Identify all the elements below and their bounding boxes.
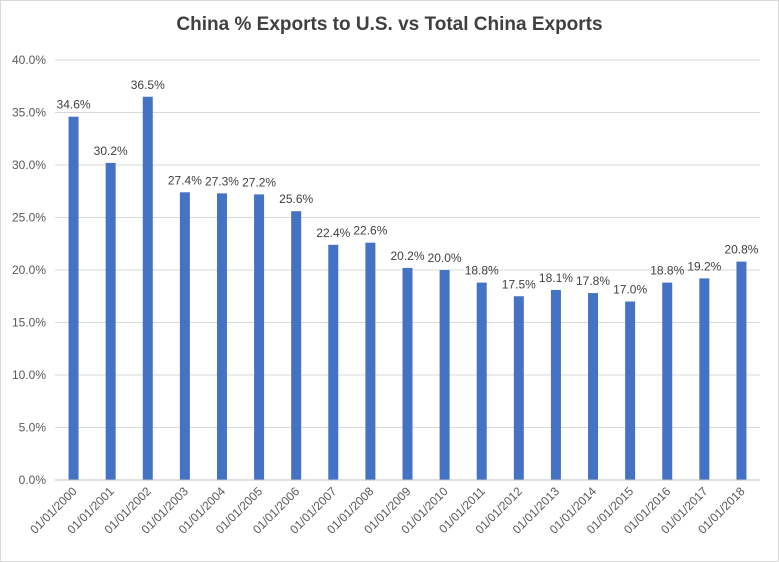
- data-label: 22.4%: [316, 226, 350, 240]
- y-tick-label: 15.0%: [12, 316, 46, 330]
- y-axis-tick-labels: 0.0% 5.0% 10.0% 15.0% 20.0% 25.0% 30.0% 35.0% 40…: [12, 53, 46, 487]
- bar: [105, 162, 116, 480]
- bar: [588, 293, 599, 480]
- data-label: 17.0%: [613, 283, 647, 297]
- bar: [625, 301, 636, 480]
- bar: [662, 282, 673, 480]
- bar: [439, 270, 450, 480]
- bar: [216, 193, 227, 480]
- bars: [68, 96, 747, 481]
- data-label: 27.2%: [242, 175, 276, 189]
- data-label: 20.2%: [390, 249, 424, 263]
- bar: [736, 261, 747, 480]
- data-label: 27.3%: [205, 174, 239, 188]
- bar: [291, 211, 302, 480]
- data-label: 30.2%: [94, 144, 128, 158]
- bar: [550, 289, 561, 480]
- bar: [365, 242, 376, 480]
- bar: [179, 192, 190, 481]
- data-label: 17.5%: [502, 277, 536, 291]
- bar: [402, 267, 413, 480]
- y-tick-label: 30.0%: [12, 158, 46, 172]
- y-tick-label: 20.0%: [12, 263, 46, 277]
- data-label: 27.4%: [168, 173, 202, 187]
- data-label: 34.6%: [57, 98, 91, 112]
- y-tick-label: 35.0%: [12, 106, 46, 120]
- data-label: 36.5%: [131, 78, 165, 92]
- data-label: 18.8%: [465, 264, 499, 278]
- chart-title: China % Exports to U.S. vs Total China E…: [176, 14, 603, 35]
- x-axis-tick-labels: 01/01/200001/01/200101/01/200201/01/2003…: [27, 484, 747, 537]
- data-label: 17.8%: [576, 274, 610, 288]
- y-tick-label: 0.0%: [19, 473, 47, 487]
- data-label: 19.2%: [687, 259, 721, 273]
- bar: [328, 244, 339, 480]
- data-label: 20.8%: [724, 243, 758, 257]
- bar: [142, 96, 153, 480]
- data-label: 20.0%: [428, 251, 462, 265]
- bar: [476, 282, 487, 480]
- y-tick-label: 25.0%: [12, 211, 46, 225]
- data-label: 18.8%: [650, 264, 684, 278]
- data-labels: 34.6% 30.2% 36.5% 27.4% 27.3% 27.2%25.6% 22.4%…: [57, 78, 759, 297]
- y-tick-label: 10.0%: [12, 368, 46, 382]
- data-label: 18.1%: [539, 271, 573, 285]
- y-tick-label: 5.0%: [19, 421, 47, 435]
- bar: [513, 296, 524, 480]
- bar: [68, 116, 79, 480]
- data-label: 25.6%: [279, 192, 313, 206]
- bar: [254, 194, 265, 480]
- y-tick-label: 40.0%: [12, 53, 46, 67]
- data-label: 22.6%: [353, 224, 387, 238]
- bar: [699, 278, 710, 480]
